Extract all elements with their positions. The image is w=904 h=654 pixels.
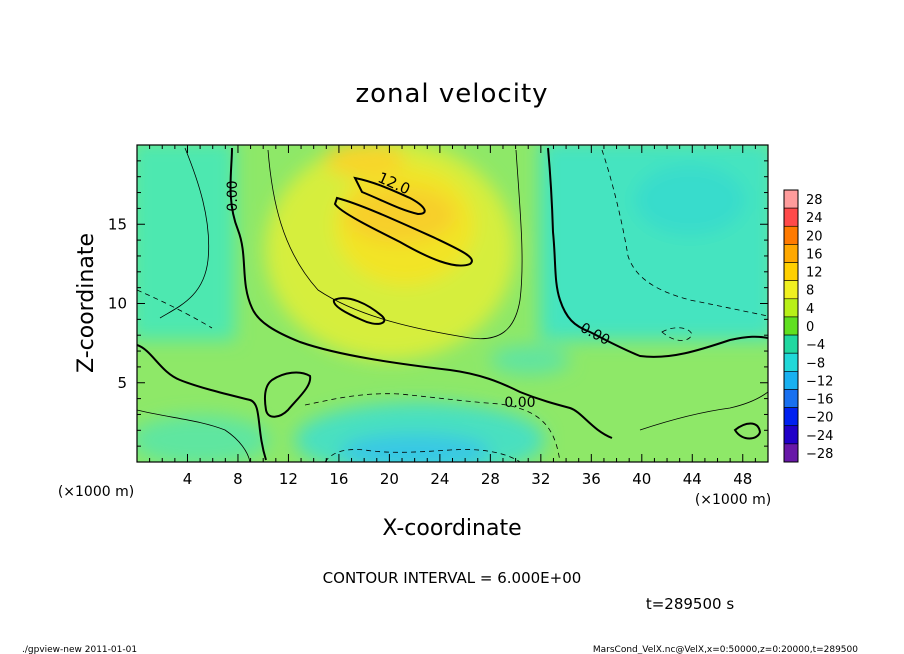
chart-title: zonal velocity	[355, 79, 548, 109]
contour-label-1: 0.00	[225, 180, 241, 211]
x-unit-label-right: (×1000 m)	[695, 492, 771, 508]
contour-interval-text: CONTOUR INTERVAL = 6.000E+00	[323, 569, 582, 587]
x-unit-label-left: (×1000 m)	[58, 484, 134, 500]
contour-neg-lobe	[263, 371, 312, 418]
y-axis: 5 10 15	[108, 160, 768, 447]
colorbar-label: −12	[806, 374, 833, 389]
x-tick-label: 4	[183, 470, 193, 488]
field-east-cool	[540, 145, 768, 340]
colorbar-frame	[783, 189, 799, 463]
contour-thin-2	[267, 149, 523, 340]
y-tick-label: 10	[108, 295, 127, 313]
contour-lines	[137, 147, 768, 462]
footer-left: ./gpview-new 2011-01-01	[22, 645, 137, 654]
colorbar-swatch	[783, 207, 799, 227]
x-tick-label: 20	[380, 470, 399, 488]
colorbar-label: −8	[806, 356, 825, 371]
contour-dashed-3	[324, 449, 521, 462]
x-tick-label: 24	[430, 470, 449, 488]
time-text: t=289500 s	[646, 595, 734, 613]
contour-zero-east	[547, 147, 768, 358]
contour-12-upper	[333, 196, 473, 267]
contour-east-blob	[733, 422, 762, 440]
x-tick-label: 44	[683, 470, 702, 488]
colorbar-label: −24	[806, 429, 833, 444]
field-upper-max	[325, 145, 405, 178]
contour-12-mid	[332, 297, 386, 325]
colorbar-label: −4	[806, 338, 825, 353]
x-tick-label: 32	[531, 470, 550, 488]
colorbar-label: 20	[806, 229, 823, 244]
field-mid-cool	[490, 345, 570, 375]
contour-thin-1	[159, 147, 210, 319]
x-tick-label: 8	[233, 470, 243, 488]
colorbar-label: 24	[806, 211, 823, 226]
colorbar-swatch	[783, 352, 799, 372]
x-axis: 4 8 12 16 20 24 28 32 36 40 44 48	[149, 145, 756, 488]
colorbar-label: 0	[806, 320, 814, 335]
colorbar-swatch	[783, 298, 799, 318]
colorbar-swatch	[783, 371, 799, 390]
contour-dashed-2	[601, 149, 768, 317]
y-tick-label: 5	[117, 374, 127, 392]
field-east-core	[635, 165, 745, 235]
colorbar-label: 4	[806, 302, 814, 317]
colorbar-label: 16	[806, 247, 823, 262]
plot-area: 0.00 12.0 0.00 0.00	[137, 145, 768, 462]
colorbar-swatch	[783, 389, 799, 408]
colorbar-label: 8	[806, 284, 814, 299]
y-tick-label: 15	[108, 215, 127, 233]
contour-dashed-4	[661, 327, 693, 341]
field-lower-core	[340, 434, 490, 462]
colorbar-label: 28	[806, 193, 823, 208]
contour-zero-west	[229, 147, 613, 439]
x-axis-label: X-coordinate	[382, 516, 521, 541]
colorbar-swatch	[783, 407, 799, 427]
x-tick-label: 28	[481, 470, 500, 488]
x-tick-label: 16	[329, 470, 348, 488]
colorbar-label: 12	[806, 266, 823, 281]
colorbar-swatch	[783, 443, 799, 463]
colorbar-label: −20	[806, 411, 833, 426]
contour-label-3: 0.00	[504, 395, 535, 411]
colorbar-swatch	[783, 334, 799, 354]
contour-zero-low	[137, 344, 267, 461]
colorbar-swatch	[783, 189, 799, 209]
x-tick-label: 36	[582, 470, 601, 488]
contour-thin-4	[639, 391, 768, 431]
colorbar-swatch	[783, 225, 799, 245]
field-west-low	[137, 415, 270, 462]
x-tick-label: 40	[632, 470, 651, 488]
colorbar: 28 24 20 16 12 8 4 0 −4 −8 −12 −16 −20 −24 −28	[783, 189, 833, 463]
colorbar-swatch	[783, 262, 799, 281]
x-tick-label: 12	[279, 470, 298, 488]
footer-right: MarsCond_VelX.nc@VelX,x=0:50000,z=0:2000…	[593, 645, 858, 654]
colorbar-label: −16	[806, 393, 833, 408]
field-west-cool	[137, 145, 235, 340]
colorbar-label: −28	[806, 447, 833, 462]
colorbar-swatch	[783, 244, 799, 263]
contour-dashed-5	[137, 289, 213, 329]
colorbar-swatch	[783, 280, 799, 300]
colorbar-swatch	[783, 316, 799, 336]
contour-12-top	[353, 176, 426, 216]
x-tick-label: 48	[733, 470, 752, 488]
colorbar-swatch	[783, 425, 799, 445]
contour-thin-3	[137, 409, 251, 462]
y-axis-label: Z-coordinate	[74, 233, 99, 373]
